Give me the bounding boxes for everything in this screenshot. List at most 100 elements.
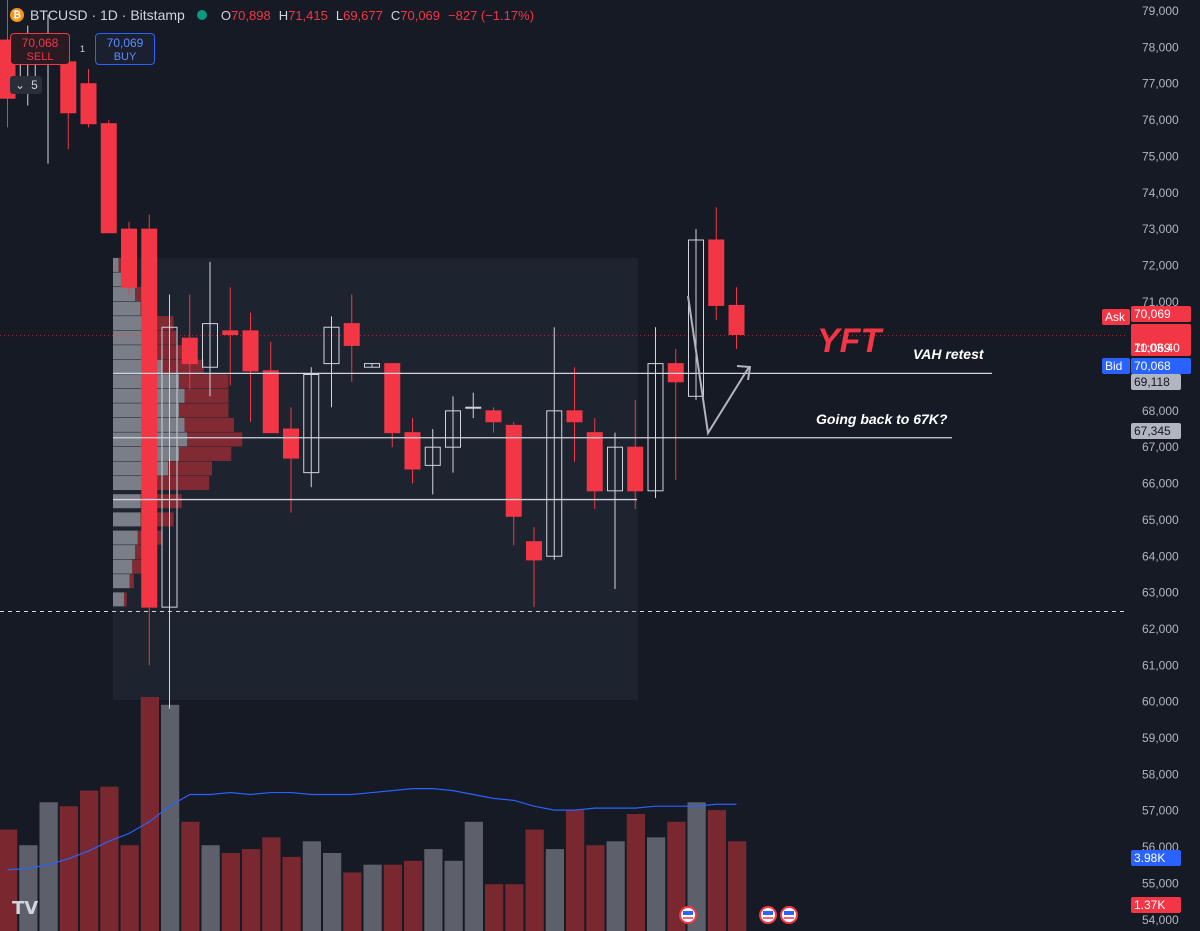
price-tick: 78,000 — [1142, 40, 1179, 54]
ohlc-readout: O70,898 H71,415 L69,677 C70,069 −827 (−1… — [221, 8, 534, 23]
volume-bar — [525, 829, 544, 931]
volume-bar — [505, 884, 524, 931]
candle-body — [424, 446, 441, 466]
volume-bar — [707, 810, 726, 931]
volume-bar — [262, 837, 281, 931]
candle-body — [181, 337, 198, 365]
volume-profile-down — [157, 476, 210, 491]
sell-button[interactable]: 70,068 SELL — [10, 33, 70, 65]
volume-bar — [343, 872, 362, 931]
low-label: L — [335, 7, 344, 23]
yft-annotation: YFT — [817, 322, 884, 360]
candle-body — [647, 363, 664, 492]
vah-label: VAH retest — [913, 346, 985, 362]
price-tick: 61,000 — [1142, 658, 1179, 672]
symbol-header[interactable]: ₿ BTCUSD · 1D · Bitstamp O70,898 H71,415… — [0, 0, 534, 30]
volume-bar — [687, 802, 706, 931]
close-label: C — [390, 7, 401, 23]
volume-bar — [201, 845, 220, 931]
volume-bar — [161, 704, 180, 931]
indicators-collapse-button[interactable]: ⌄ 5 — [10, 76, 42, 94]
high-value: 71,415 — [288, 7, 328, 23]
candle-body — [60, 61, 77, 114]
price-tick: 74,000 — [1142, 186, 1179, 200]
last-price-bg — [1131, 324, 1191, 356]
symbol-title[interactable]: BTCUSD · 1D · Bitstamp — [30, 7, 185, 23]
price-tick: 73,000 — [1142, 222, 1179, 236]
us-flag-canton-icon — [784, 911, 794, 915]
buy-price: 70,069 — [106, 36, 144, 50]
volume-profile-down — [179, 446, 232, 461]
volume-bar — [221, 853, 240, 931]
candle-body — [627, 446, 644, 492]
ask-price-bg — [1131, 306, 1191, 322]
projection-arrowhead — [736, 365, 752, 381]
volume-profile-down — [129, 574, 134, 589]
volume-profile-up — [113, 330, 144, 345]
spread-value: 1 — [80, 44, 86, 54]
price-tick: 54,000 — [1142, 913, 1179, 927]
price-tick: 55,000 — [1142, 876, 1179, 890]
volume-profile-up — [113, 345, 146, 360]
candle-body — [303, 374, 320, 474]
candle-body — [100, 123, 117, 234]
market-open-icon — [196, 10, 207, 20]
candle-body — [141, 228, 158, 608]
volume-bar — [626, 814, 645, 931]
candle-body — [202, 323, 218, 368]
indicator-count: 5 — [31, 78, 38, 92]
candle-body — [343, 323, 360, 346]
candle-body — [526, 541, 542, 561]
candle-body — [445, 410, 461, 448]
price-tick: 62,000 — [1142, 622, 1179, 636]
volume-bar — [19, 845, 38, 931]
tradingview-logo: TV — [12, 898, 39, 919]
volume-ma-line — [7, 788, 737, 871]
sell-label: SELL — [26, 51, 54, 63]
volume-profile-up — [113, 316, 146, 331]
volume-profile-down — [118, 257, 122, 272]
last-price: 70,069 — [1134, 341, 1171, 355]
candle-body — [708, 239, 725, 306]
volume-bar — [464, 821, 483, 931]
volume-bar — [545, 849, 564, 931]
volume-bar — [667, 821, 686, 931]
low-value: 69,677 — [343, 7, 383, 23]
price-tick: 68,000 — [1142, 404, 1179, 418]
buy-button[interactable]: 70,069 BUY — [95, 33, 155, 65]
volume-profile-up — [113, 545, 135, 560]
volume-bar — [728, 841, 747, 931]
volume-current-value-bg — [1131, 897, 1181, 913]
volume-bar — [302, 841, 321, 931]
open-label: O — [220, 7, 231, 23]
volume-profile-up — [113, 494, 141, 509]
close-value: 70,069 — [400, 7, 441, 23]
us-flag-canton-icon — [763, 911, 773, 915]
candle-body — [566, 410, 583, 423]
candle-body — [667, 363, 684, 383]
open-value: 70,898 — [230, 7, 271, 23]
sell-price: 70,068 — [21, 36, 59, 50]
candle-body — [465, 406, 482, 409]
volume-profile-up — [113, 272, 124, 287]
bid-price: 70,068 — [1134, 359, 1171, 373]
bid-price-bg — [1131, 358, 1191, 374]
buy-label: BUY — [113, 51, 137, 63]
volume-profile-down — [179, 374, 229, 389]
volume-profile-down — [168, 461, 212, 476]
candle-body — [485, 410, 502, 423]
volume-bar — [485, 884, 504, 931]
price-tick: 77,000 — [1142, 77, 1179, 91]
volume-profile-down — [124, 592, 127, 607]
candle-body — [607, 446, 623, 492]
ask-price: 70,069 — [1134, 307, 1171, 321]
level-price-1: 69,118 — [1134, 375, 1170, 389]
price-tick: 59,000 — [1142, 731, 1179, 745]
volume-bar — [0, 829, 18, 931]
level-price-2-bg — [1131, 423, 1181, 439]
price-tick: 79,000 — [1142, 4, 1179, 18]
price-tick: 63,000 — [1142, 586, 1179, 600]
volume-current-value: 1.37K — [1134, 898, 1165, 912]
volume-profile-up — [113, 461, 168, 476]
